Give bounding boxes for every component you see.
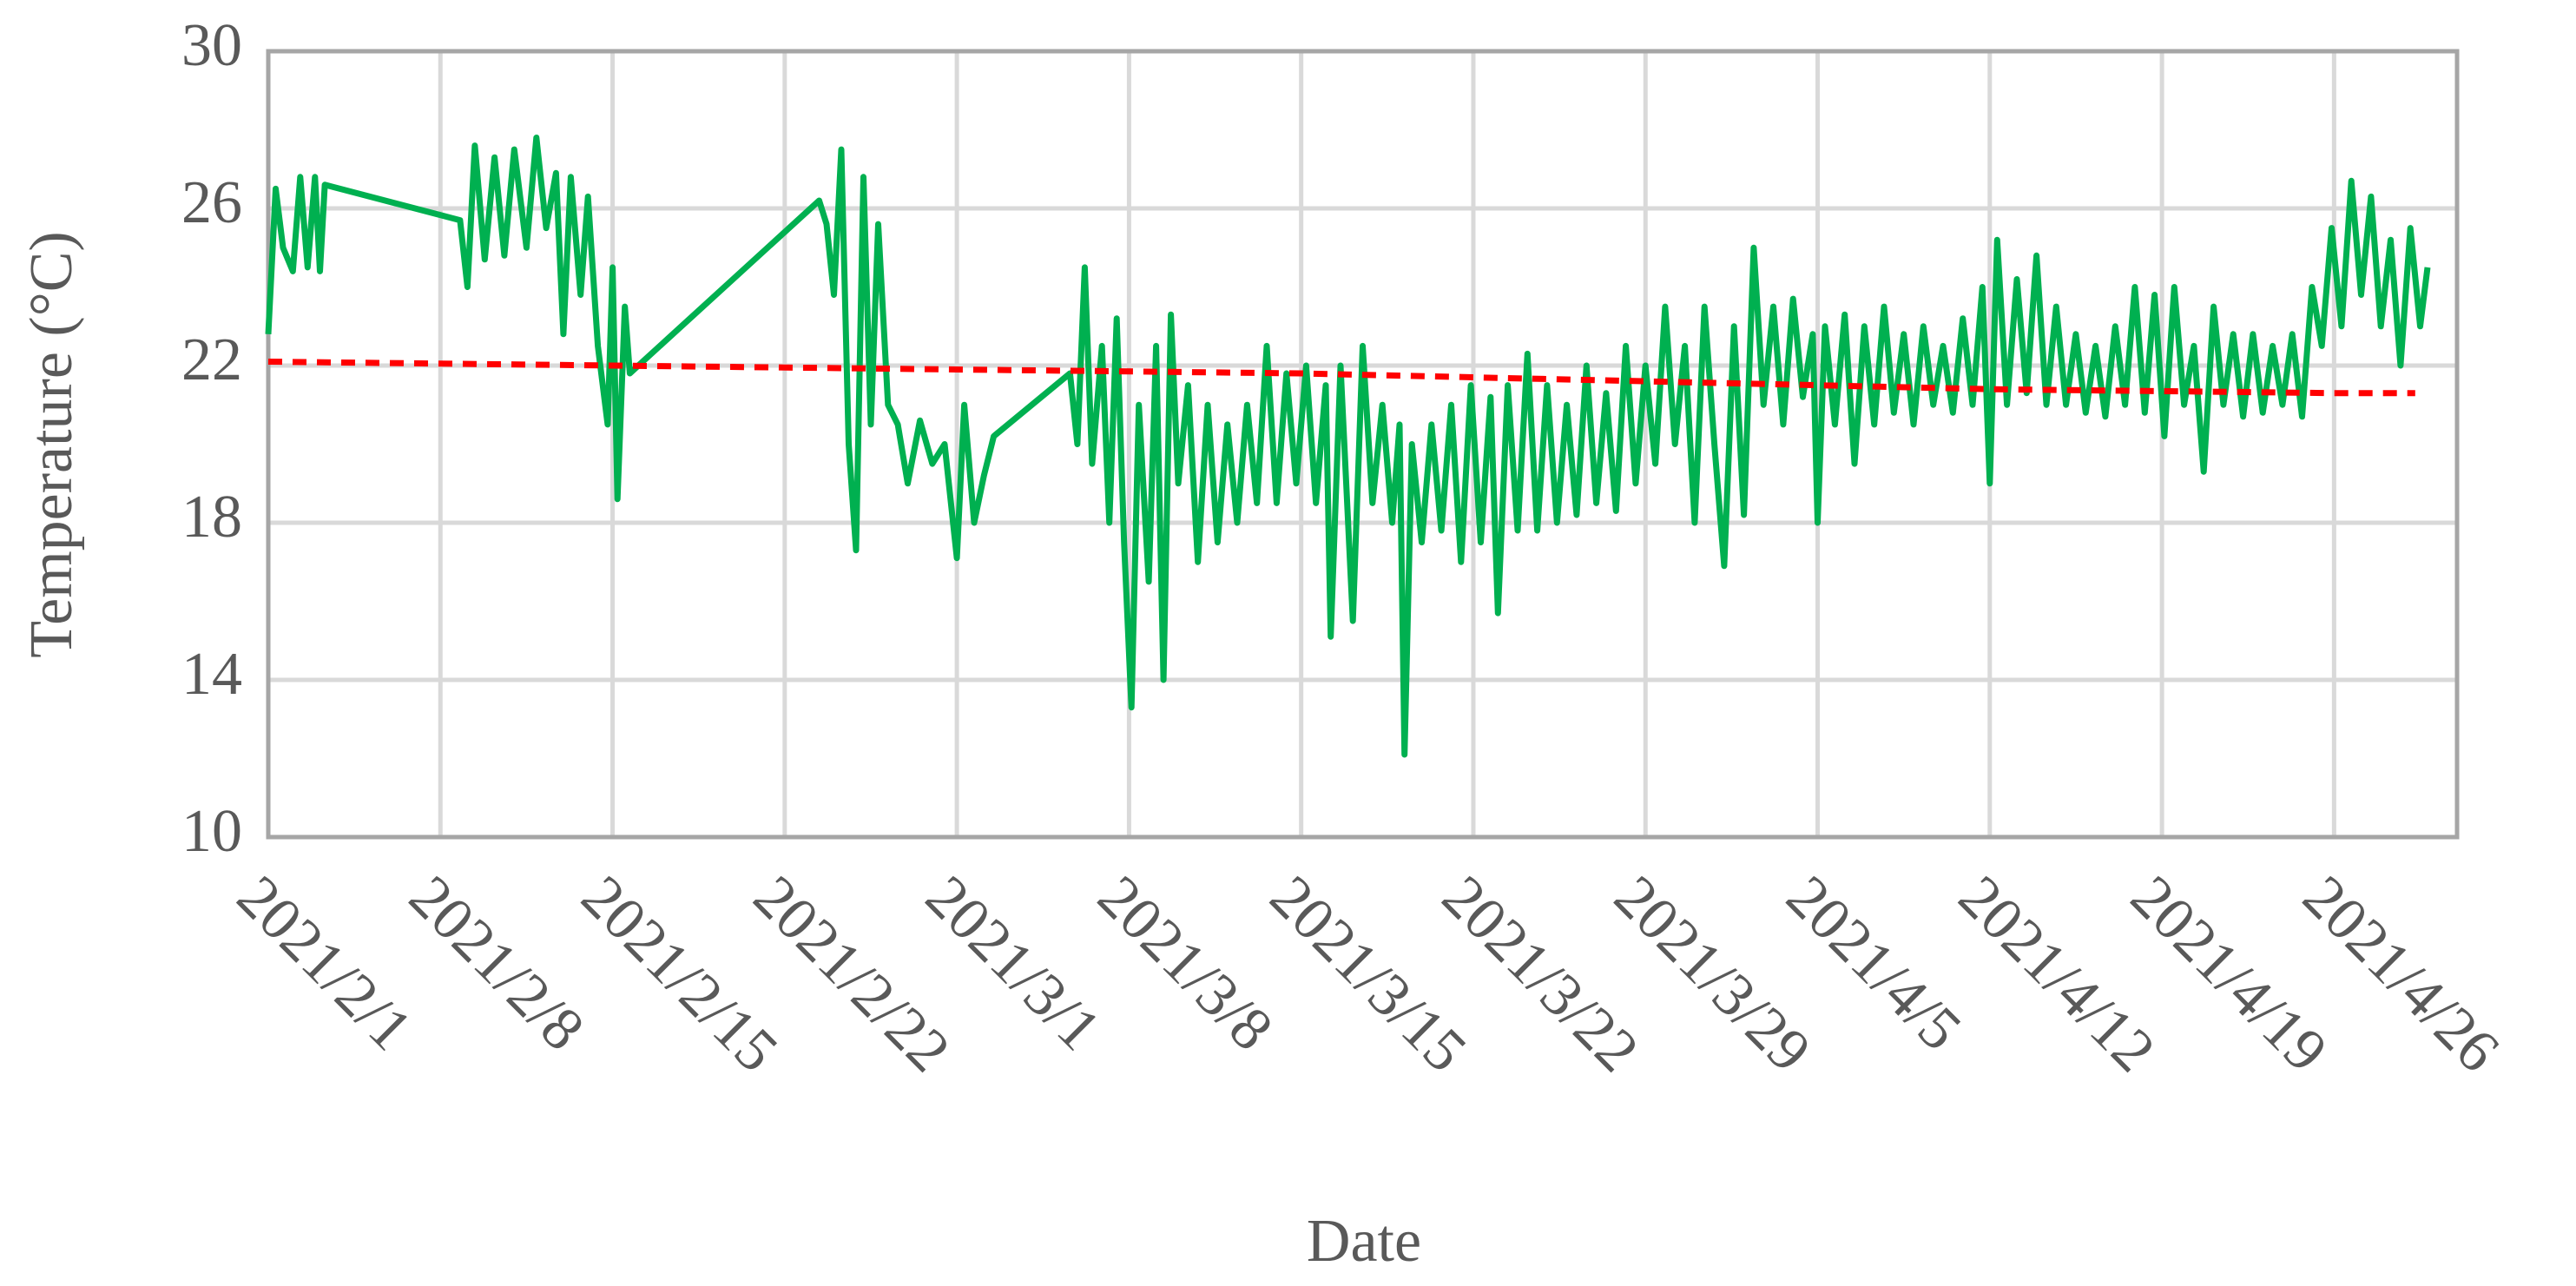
plot-border: [266, 49, 2460, 840]
y-tick-label: 14: [181, 641, 242, 708]
y-tick-label: 30: [181, 12, 242, 79]
y-tick-label: 22: [181, 326, 242, 393]
y-tick-label: 26: [181, 169, 242, 236]
data-line: [267, 359, 2415, 397]
x-axis-title: Date: [1307, 1208, 1421, 1275]
x-tick-label: 2021/2/8: [397, 863, 596, 1063]
y-tick-label: 18: [181, 484, 242, 551]
y-tick-label: 10: [181, 798, 242, 865]
data-line: [265, 135, 2431, 758]
y-axis-title: Temperature (°C): [18, 231, 85, 657]
x-tick-label: 2021/3/8: [1085, 863, 1285, 1063]
x-tick-label: 2021/2/1: [224, 863, 424, 1063]
